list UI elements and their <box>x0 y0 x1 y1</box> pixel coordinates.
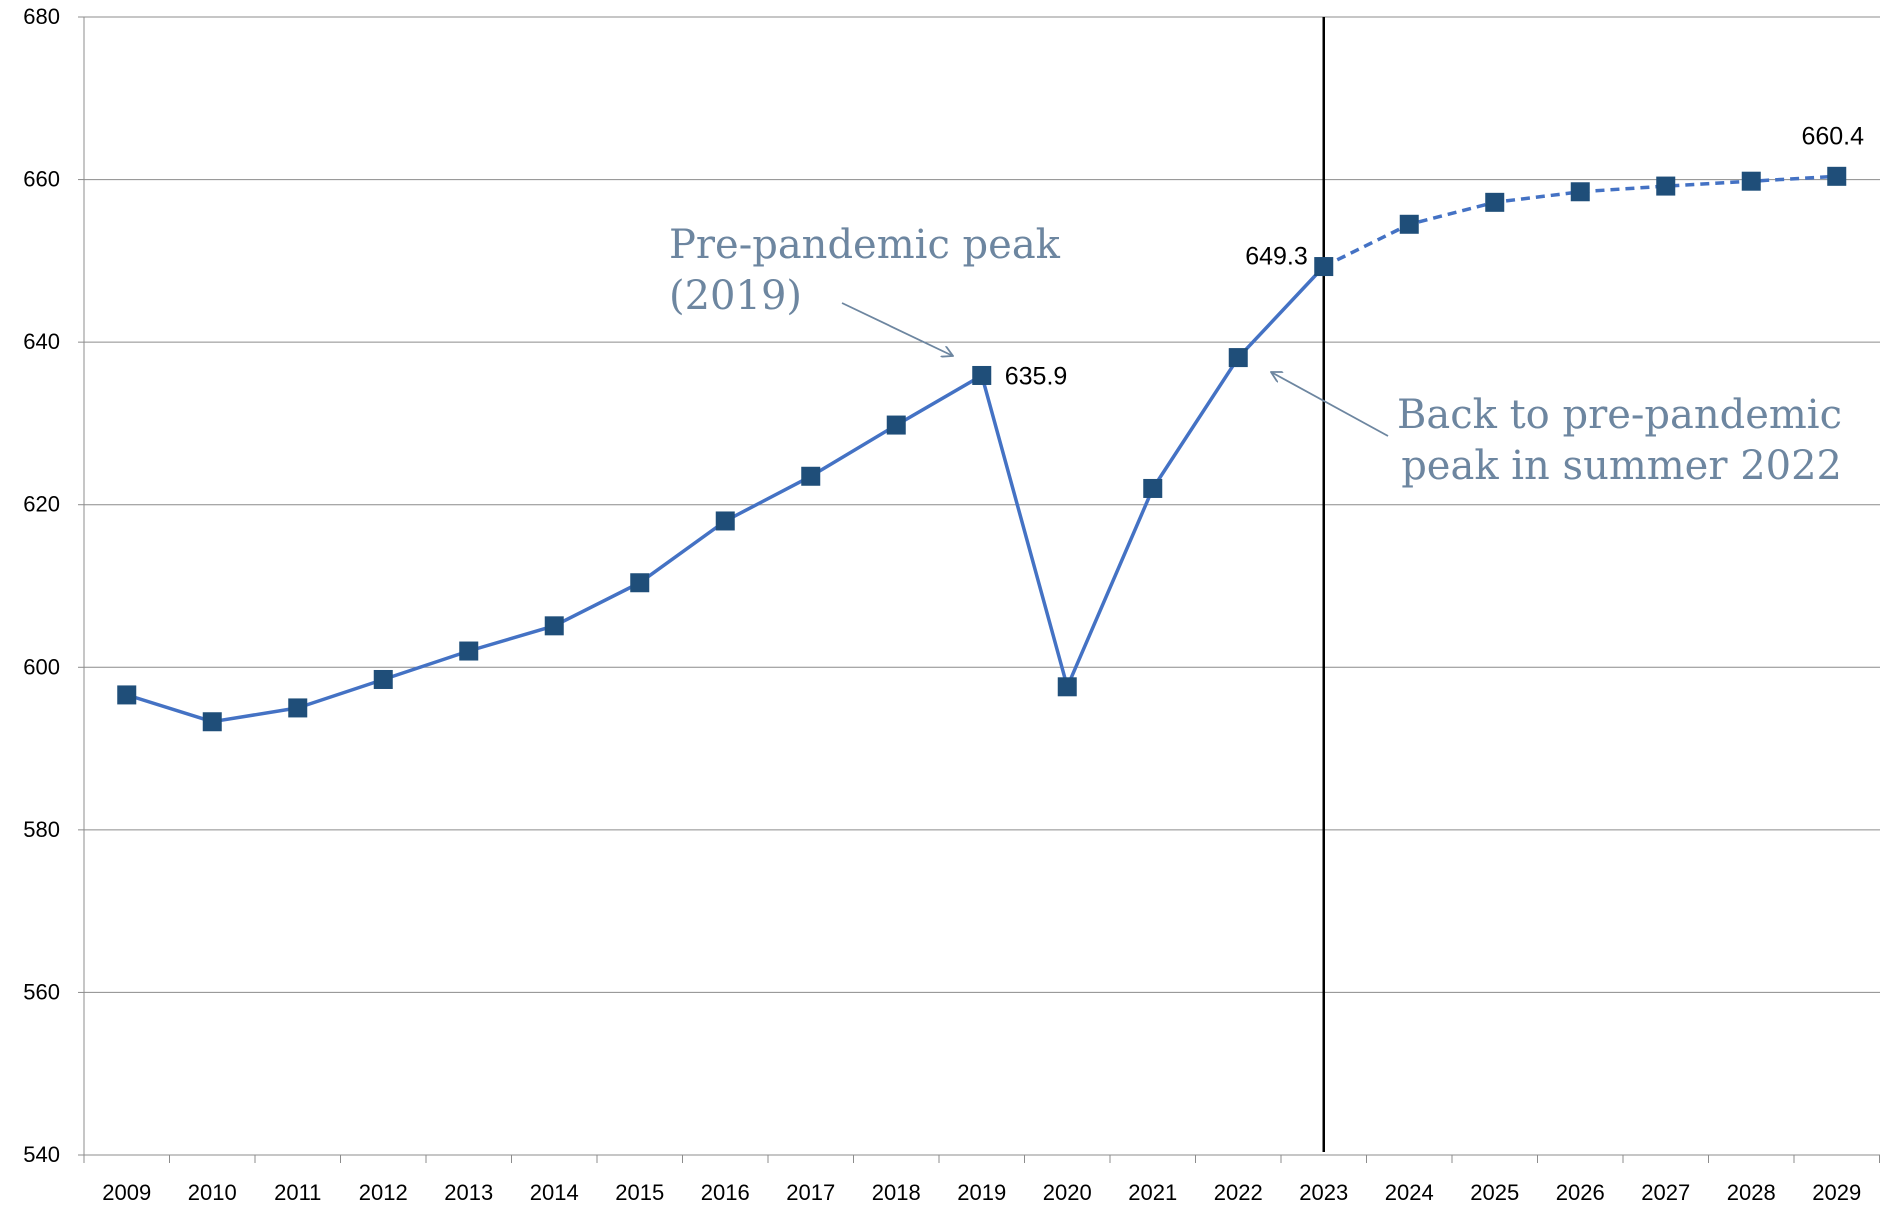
data-point-marker <box>373 669 393 689</box>
x-tick-label: 2011 <box>274 1180 321 1205</box>
x-tick-label: 2029 <box>1812 1180 1861 1205</box>
y-tick-label: 640 <box>23 329 60 354</box>
x-tick-label: 2018 <box>872 1180 921 1205</box>
x-tick-label: 2021 <box>1128 1180 1177 1205</box>
x-tick-label: 2026 <box>1556 1180 1605 1205</box>
data-point-marker <box>1570 182 1590 202</box>
y-tick-label: 540 <box>23 1142 60 1167</box>
x-tick-label: 2027 <box>1641 1180 1690 1205</box>
annotation-text: peak in summer 2022 <box>1401 443 1842 489</box>
x-tick-label: 2016 <box>701 1180 750 1205</box>
y-tick-label: 600 <box>23 654 60 679</box>
x-tick-label: 2020 <box>1043 1180 1092 1205</box>
annotation: Back to pre-pandemic peak in summer 2022 <box>1271 372 1842 489</box>
data-point-marker <box>1485 192 1505 212</box>
x-tick-label: 2022 <box>1214 1180 1263 1205</box>
x-tick-label: 2013 <box>444 1180 493 1205</box>
data-point-marker <box>544 616 564 636</box>
data-point-marker <box>459 641 479 661</box>
y-tick-label: 660 <box>23 167 60 192</box>
data-point-marker <box>1143 478 1163 498</box>
data-point-marker <box>1741 171 1761 191</box>
y-tick-label: 620 <box>23 492 60 517</box>
x-tick-label: 2024 <box>1385 1180 1434 1205</box>
x-tick-label: 2023 <box>1299 1180 1348 1205</box>
x-tick-label: 2015 <box>615 1180 664 1205</box>
x-tick-label: 2019 <box>957 1180 1006 1205</box>
data-point-marker <box>1827 166 1847 186</box>
y-tick-label: 680 <box>23 4 60 29</box>
x-tick-label: 2009 <box>102 1180 151 1205</box>
x-tick-label: 2012 <box>359 1180 408 1205</box>
data-label: 649.3 <box>1245 243 1308 271</box>
data-point-marker <box>202 712 222 732</box>
data-point-marker <box>1656 176 1676 196</box>
x-tick-label: 2025 <box>1470 1180 1519 1205</box>
data-point-marker <box>117 685 137 705</box>
y-tick-label: 580 <box>23 817 60 842</box>
data-point-marker <box>630 573 650 593</box>
x-tick-label: 2014 <box>530 1180 579 1205</box>
annotation-text: Back to pre-pandemic <box>1397 392 1842 438</box>
data-point-marker <box>1228 348 1248 368</box>
x-tick-label: 2017 <box>786 1180 835 1205</box>
x-tick-label: 2028 <box>1727 1180 1776 1205</box>
data-point-marker <box>1057 677 1077 697</box>
annotation-arrow <box>841 302 953 356</box>
annotation-text: (2019) <box>669 273 802 319</box>
x-tick-label: 2010 <box>188 1180 237 1205</box>
data-point-marker <box>715 511 735 531</box>
data-point-marker <box>1399 214 1419 234</box>
data-label: 660.4 <box>1801 122 1864 150</box>
y-tick-label: 560 <box>23 979 60 1004</box>
data-point-marker <box>972 365 992 385</box>
annotation-arrow <box>1271 372 1389 437</box>
data-point-marker <box>1314 257 1334 277</box>
data-point-marker <box>801 466 821 486</box>
data-label: 635.9 <box>1005 362 1068 390</box>
data-point-marker <box>886 415 906 435</box>
data-point-marker <box>288 698 308 718</box>
annotation: Pre-pandemic peak (2019) <box>669 222 1061 356</box>
annotation-text: Pre-pandemic peak <box>669 222 1061 268</box>
